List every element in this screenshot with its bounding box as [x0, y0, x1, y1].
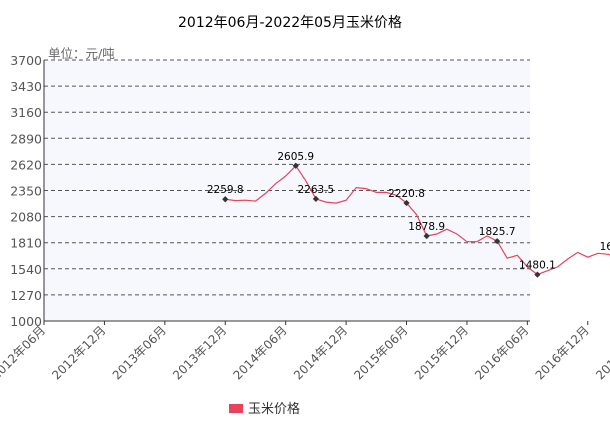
- x-tick-label: 2013年12月: [170, 323, 229, 382]
- series-line: [225, 164, 610, 276]
- y-tick-label: 1810: [10, 236, 42, 251]
- data-label: 1671.2: [600, 241, 610, 253]
- y-tick-label: 3160: [10, 105, 42, 120]
- data-label: 1878.9: [408, 221, 445, 233]
- y-tick-label: 1270: [10, 288, 42, 303]
- x-tick-label: 2016年12月: [533, 323, 592, 382]
- legend-label: 玉米价格: [248, 401, 300, 417]
- x-tick-label: 2015年12月: [412, 323, 471, 382]
- data-label: 2263.5: [298, 184, 335, 196]
- chart-title: 2012年06月-2022年05月玉米价格: [178, 15, 402, 31]
- data-labels: 2259.8 2605.9 2263.5 2220.8 1878.9 1825.7 1480…: [207, 151, 610, 272]
- data-label: 2259.8: [207, 184, 244, 196]
- data-point: [423, 232, 430, 240]
- x-tick-label: 2012年12月: [49, 323, 108, 382]
- data-label: 1825.7: [479, 226, 516, 238]
- x-tick-label: 2016年06月: [472, 323, 531, 382]
- data-label: 2220.8: [388, 188, 425, 200]
- y-tick-label: 1540: [10, 262, 42, 277]
- y-tick-label: 2080: [10, 210, 42, 225]
- legend-swatch: [229, 404, 243, 413]
- x-tick-label: 2012年06月: [0, 323, 48, 382]
- y-tick-label: 3700: [10, 53, 42, 68]
- x-tick-label: 2014年06月: [231, 323, 290, 382]
- plot-area: [44, 60, 530, 321]
- y-tick-label: 3430: [10, 79, 42, 94]
- legend: 玉米价格: [229, 401, 300, 417]
- y-tick-label: 2890: [10, 131, 42, 146]
- x-tick-label: 2017年06月: [593, 323, 610, 382]
- x-tick-label: 2013年06月: [110, 323, 169, 382]
- unit-label: 单位：元/吨: [48, 46, 115, 61]
- y-tick-label: 2620: [10, 157, 42, 172]
- data-label: 2605.9: [277, 151, 314, 163]
- y-tick-label: 1000: [10, 314, 42, 329]
- x-tick-label: 2015年06月: [351, 323, 410, 382]
- data-label: 1480.1: [519, 260, 556, 272]
- y-tick-label: 2350: [10, 184, 42, 199]
- x-tick-label: 2014年12月: [291, 323, 350, 382]
- data-point: [222, 196, 229, 203]
